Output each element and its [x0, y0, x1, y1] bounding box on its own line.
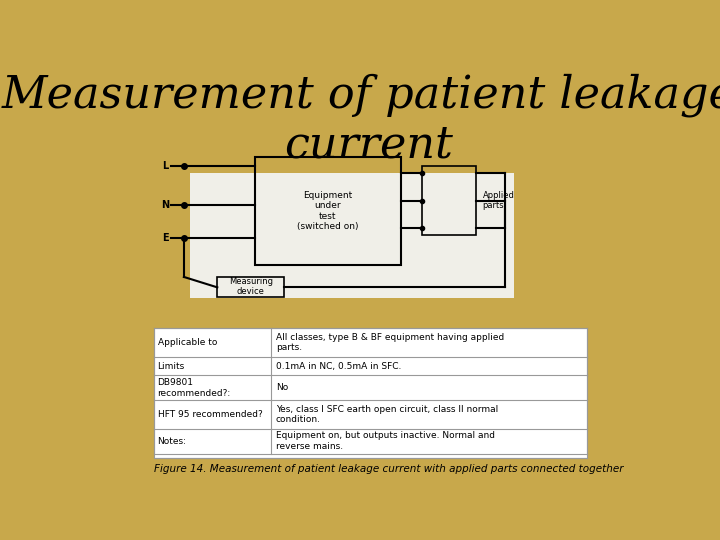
Text: No: No: [276, 383, 288, 393]
Text: Limits: Limits: [158, 362, 185, 370]
Text: N: N: [161, 200, 169, 210]
Bar: [255, 157, 401, 265]
Bar: [422, 166, 476, 235]
Text: Measurement of patient leakage
current: Measurement of patient leakage current: [2, 73, 720, 167]
Text: 0.1mA in NC, 0.5mA in SFC.: 0.1mA in NC, 0.5mA in SFC.: [276, 362, 401, 370]
FancyBboxPatch shape: [190, 173, 514, 298]
Text: HFT 95 recommended?: HFT 95 recommended?: [158, 410, 262, 419]
Text: Equipment on, but outputs inactive. Normal and
reverse mains.: Equipment on, but outputs inactive. Norm…: [276, 431, 495, 451]
Text: Measuring
device: Measuring device: [229, 277, 273, 296]
Text: Applicable to: Applicable to: [158, 338, 217, 347]
Text: Applied
parts: Applied parts: [482, 191, 514, 210]
Text: L: L: [162, 161, 168, 171]
Bar: [217, 277, 284, 296]
Text: Notes:: Notes:: [158, 437, 186, 445]
Text: Yes, class I SFC earth open circuit, class II normal
condition.: Yes, class I SFC earth open circuit, cla…: [276, 405, 498, 424]
Text: DB9801
recommended?:: DB9801 recommended?:: [158, 378, 231, 397]
Text: Figure 14. Measurement of patient leakage current with applied parts connected t: Figure 14. Measurement of patient leakag…: [154, 464, 624, 474]
Text: All classes, type B & BF equipment having applied
parts.: All classes, type B & BF equipment havin…: [276, 333, 504, 352]
Text: E: E: [162, 233, 168, 242]
FancyBboxPatch shape: [154, 328, 587, 458]
Text: Equipment
under
test
(switched on): Equipment under test (switched on): [297, 191, 359, 231]
